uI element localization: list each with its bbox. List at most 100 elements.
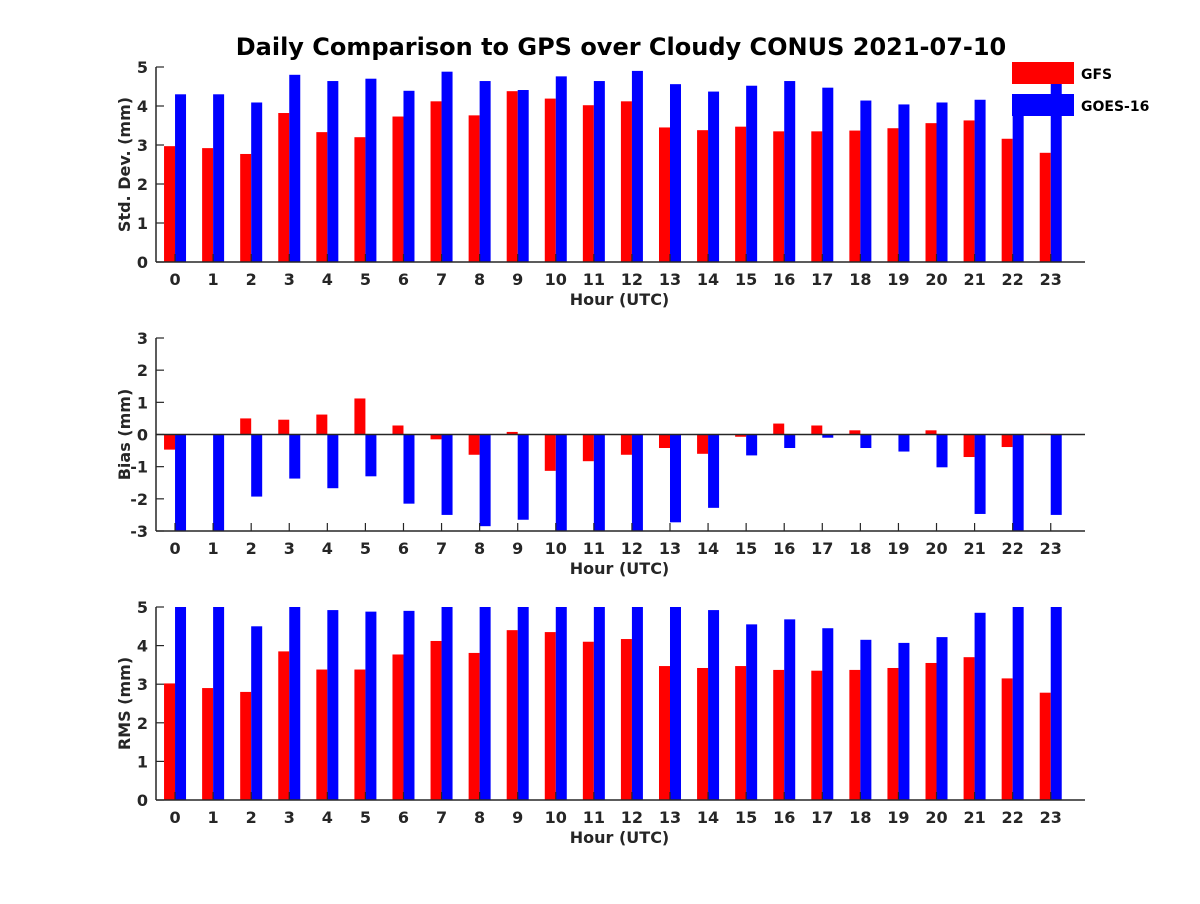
- y-tick-label: 1: [137, 214, 148, 233]
- x-tick-label: 0: [169, 270, 180, 289]
- bar-gfs-19: [887, 667, 899, 800]
- bar-goes-16-11: [593, 607, 605, 800]
- x-tick-label: 6: [398, 539, 409, 558]
- y-axis-label: Bias (mm): [115, 389, 134, 481]
- bar-gfs-12: [620, 434, 632, 455]
- bar-gfs-0: [164, 146, 176, 262]
- bar-goes-16-5: [365, 434, 377, 477]
- bar-gfs-16: [773, 669, 785, 800]
- x-tick-label: 7: [436, 539, 447, 558]
- x-axis-label: Hour (UTC): [570, 290, 670, 309]
- x-tick-label: 17: [811, 808, 833, 827]
- x-tick-label: 22: [1002, 539, 1024, 558]
- x-tick-label: 12: [621, 539, 643, 558]
- bar-goes-16-4: [327, 81, 339, 262]
- bar-gfs-18: [849, 430, 861, 435]
- bar-goes-16-8: [479, 607, 491, 800]
- bar-gfs-6: [392, 425, 404, 435]
- bar-goes-16-13: [669, 84, 681, 262]
- bar-gfs-22: [1001, 678, 1013, 800]
- bar-goes-16-13: [669, 434, 681, 523]
- legend-swatch-gfs: [1012, 62, 1074, 84]
- x-tick-label: 13: [659, 539, 681, 558]
- bar-gfs-16: [773, 131, 785, 262]
- x-tick-label: 14: [697, 270, 719, 289]
- y-tick-label: 0: [137, 791, 148, 810]
- x-tick-label: 22: [1002, 808, 1024, 827]
- bar-goes-16-17: [822, 628, 834, 800]
- bar-goes-16-22: [1012, 104, 1024, 262]
- bar-goes-16-8: [479, 81, 491, 262]
- bar-goes-16-17: [822, 434, 834, 438]
- x-tick-label: 11: [583, 539, 605, 558]
- bar-goes-16-19: [898, 642, 910, 800]
- bar-goes-16-16: [784, 81, 796, 262]
- bar-goes-16-14: [708, 91, 720, 262]
- x-tick-label: 12: [621, 270, 643, 289]
- legend-label-gfs: GFS: [1081, 67, 1112, 83]
- x-tick-label: 3: [284, 808, 295, 827]
- bar-gfs-2: [240, 691, 252, 800]
- x-tick-label: 14: [697, 539, 719, 558]
- bar-goes-16-15: [746, 434, 758, 456]
- bar-goes-16-17: [822, 87, 834, 262]
- y-tick-label: 2: [137, 714, 148, 733]
- bar-gfs-12: [620, 101, 632, 262]
- x-tick-label: 15: [735, 270, 757, 289]
- x-tick-label: 19: [887, 539, 909, 558]
- bar-goes-16-18: [860, 434, 872, 449]
- bar-goes-16-19: [898, 104, 910, 262]
- bar-goes-16-5: [365, 78, 377, 262]
- bar-goes-16-20: [936, 434, 948, 468]
- bar-gfs-2: [240, 418, 252, 435]
- bar-goes-16-10: [555, 607, 567, 800]
- bar-gfs-20: [925, 662, 937, 800]
- bar-gfs-15: [735, 434, 747, 437]
- bar-goes-16-23: [1050, 82, 1062, 262]
- x-tick-label: 23: [1040, 270, 1062, 289]
- bar-goes-16-7: [441, 607, 453, 800]
- x-tick-label: 17: [811, 539, 833, 558]
- y-tick-label: 1: [137, 752, 148, 771]
- bar-goes-16-21: [974, 99, 986, 262]
- bar-gfs-20: [925, 430, 937, 435]
- x-tick-label: 15: [735, 539, 757, 558]
- bar-goes-16-13: [669, 607, 681, 800]
- bar-gfs-6: [392, 116, 404, 262]
- bar-gfs-5: [354, 669, 366, 800]
- bar-goes-16-5: [365, 611, 377, 800]
- bar-gfs-20: [925, 123, 937, 262]
- bar-gfs-23: [1039, 692, 1051, 800]
- x-tick-label: 9: [512, 539, 523, 558]
- bar-goes-16-20: [936, 102, 948, 263]
- bar-goes-16-16: [784, 619, 796, 800]
- bar-goes-16-20: [936, 637, 948, 800]
- bar-gfs-11: [582, 434, 594, 462]
- bar-goes-16-1: [213, 94, 225, 262]
- bar-gfs-0: [164, 683, 176, 800]
- bar-goes-16-0: [175, 607, 187, 800]
- bar-gfs-3: [278, 419, 290, 435]
- bar-goes-16-15: [746, 85, 758, 262]
- legend-swatch-goes-16: [1012, 94, 1074, 116]
- x-tick-label: 19: [887, 270, 909, 289]
- bar-goes-16-12: [631, 70, 643, 263]
- bar-gfs-13: [658, 666, 670, 800]
- x-tick-label: 8: [474, 539, 485, 558]
- x-axis-label: Hour (UTC): [570, 828, 670, 847]
- legend-label-goes-16: GOES-16: [1081, 99, 1149, 115]
- bar-gfs-4: [316, 669, 328, 800]
- x-tick-label: 23: [1040, 539, 1062, 558]
- bar-gfs-2: [240, 153, 252, 262]
- x-tick-label: 5: [360, 539, 371, 558]
- x-tick-label: 21: [963, 808, 985, 827]
- y-tick-label: 3: [137, 329, 148, 348]
- bar-goes-16-23: [1050, 607, 1062, 800]
- y-tick-label: 0: [137, 426, 148, 445]
- x-tick-label: 4: [322, 539, 333, 558]
- x-tick-label: 14: [697, 808, 719, 827]
- x-tick-label: 7: [436, 270, 447, 289]
